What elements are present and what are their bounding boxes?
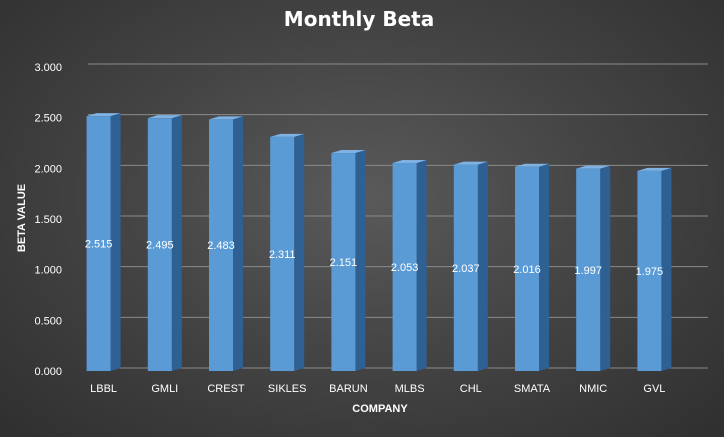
bar-sikles [270,133,305,371]
y-tick-label: 1.500 [34,214,62,226]
bar-top [392,159,427,163]
x-tick-label: CREST [207,383,245,395]
data-label: 2.311 [269,249,296,261]
x-tick-label: GMLI [151,383,178,395]
bar-smata [515,163,549,371]
bar-crest [209,116,243,371]
bar-top [515,163,549,167]
bar-gvl [637,167,672,371]
bar-top [86,113,121,117]
bar-side [661,167,672,371]
bars [86,113,672,371]
bar-side [294,133,305,371]
y-tick-label: 0.000 [34,366,62,378]
bar-lbbl [86,113,121,371]
bar-side [233,116,243,371]
data-label: 2.483 [207,240,235,252]
bar-top [331,150,366,154]
bar-front [86,116,111,371]
bar-chl [453,161,488,371]
chart-title: Monthly Beta [284,7,434,31]
bar-nmic [576,165,611,371]
data-label: 1.975 [636,266,664,278]
bar-side [416,159,427,371]
x-axis-ticks: LBBL GMLI CREST SIKLES BARUN MLBS CHL SMATA NMIC… [90,383,665,395]
bar-top [147,115,182,119]
x-tick-label: CHL [460,383,482,395]
y-tick-label: 3.000 [34,62,62,74]
bar-side [539,163,549,371]
x-tick-label: GVL [643,383,665,395]
x-tick-label: MLBS [395,383,425,395]
bar-front [637,170,662,371]
x-tick-label: SMATA [514,383,551,395]
bar-barun [331,150,366,371]
bar-top [270,133,305,137]
bar-gmli [147,115,182,371]
y-tick-label: 2.500 [34,113,62,125]
bar-front [453,164,478,371]
data-labels: 2.515 2.495 2.483 2.311 2.151 2.053 2.037 2.016… [85,239,663,278]
y-tick-label: 2.000 [34,163,62,175]
bar-front [331,153,356,371]
bar-front [392,162,417,371]
x-tick-label: LBBL [90,383,117,395]
bar-top [209,116,243,120]
bar-top [576,165,611,169]
bar-side [110,113,121,371]
y-tick-label: 1.000 [34,265,62,277]
bar-side [600,165,611,371]
data-label: 2.037 [452,263,480,275]
x-tick-label: BARUN [329,383,368,395]
bar-side [477,161,488,371]
bar-front [270,136,295,371]
data-label: 2.495 [146,240,174,252]
y-axis-title: BETA VALUE [16,184,28,252]
y-axis-ticks: 0.000 0.500 1.000 1.500 2.000 2.500 3.000 [34,62,62,378]
bar-front [209,119,233,371]
data-label: 2.053 [391,262,419,274]
x-axis-title: COMPANY [352,403,408,415]
bar-top [637,167,672,171]
y-tick-label: 0.500 [34,315,62,327]
data-label: 2.515 [85,239,113,251]
data-label: 1.997 [574,265,602,277]
x-tick-label: NMIC [579,383,607,395]
data-label: 2.151 [330,257,358,269]
bar-front [147,118,172,371]
bar-side [355,150,366,371]
bar-top [453,161,488,165]
x-tick-label: SIKLES [268,383,307,395]
data-label: 2.016 [513,264,541,276]
bar-front [515,166,539,371]
bar-side [171,115,182,371]
bar-mlbs [392,159,427,371]
bar-front [576,168,601,371]
